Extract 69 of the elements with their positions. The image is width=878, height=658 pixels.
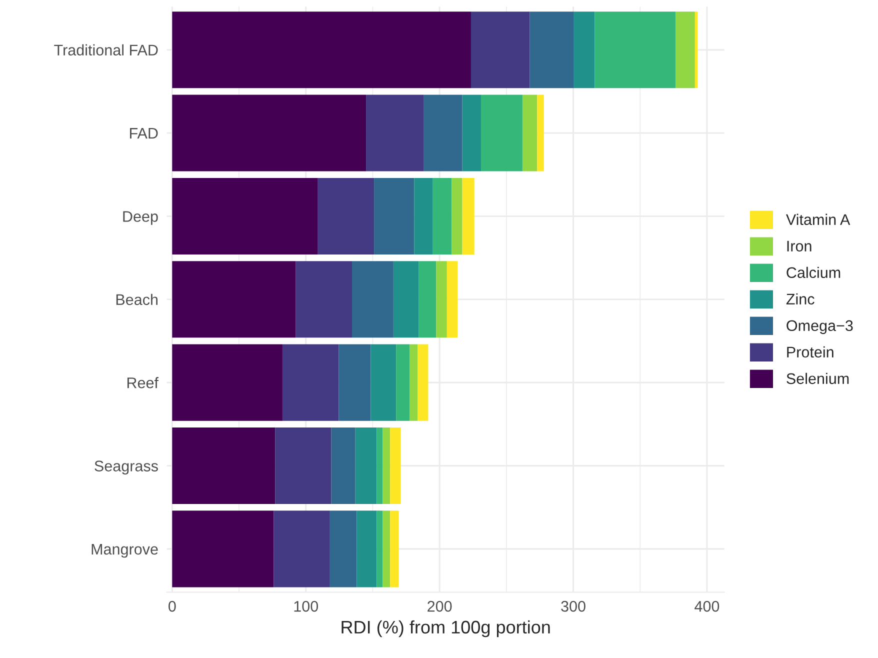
bar — [462, 94, 482, 172]
bar — [676, 12, 695, 88]
bar — [446, 261, 458, 338]
bar — [296, 261, 352, 338]
y-tick-label: Seagrass — [94, 460, 158, 474]
bar — [331, 427, 356, 504]
y-tick-label: Mangrove — [92, 544, 158, 558]
bar — [409, 344, 418, 421]
bar — [172, 261, 296, 338]
bar — [481, 94, 522, 172]
legend-label: Selenium — [786, 372, 849, 384]
bar — [594, 12, 676, 88]
bar — [537, 94, 544, 172]
bar — [418, 344, 428, 421]
bar — [414, 178, 433, 254]
legend-label: Iron — [787, 240, 812, 252]
bar — [390, 510, 399, 588]
bar — [172, 94, 366, 172]
bar — [522, 94, 538, 172]
bar — [462, 178, 474, 254]
bar — [356, 510, 377, 588]
bar — [393, 261, 419, 338]
y-tick-label: Reef — [127, 377, 159, 388]
bar — [355, 427, 377, 504]
bar — [530, 12, 574, 88]
bar — [172, 510, 274, 588]
x-axis-title: RDI (%) from 100g portion — [342, 620, 550, 638]
bar — [370, 344, 396, 421]
bar — [418, 261, 436, 338]
legend-label: Omega−3 — [786, 320, 853, 334]
legend-label: Zinc — [786, 293, 814, 305]
bar — [424, 94, 462, 172]
bar — [172, 344, 282, 421]
bar — [382, 510, 390, 588]
bar — [376, 427, 383, 504]
bar — [274, 510, 330, 588]
bar — [432, 178, 452, 254]
y-tick-label: Traditional FAD — [54, 44, 158, 56]
legend-label: Protein — [787, 346, 834, 358]
bar — [436, 261, 447, 338]
legend-label: Vitamin A — [786, 214, 850, 226]
bar — [352, 261, 394, 338]
bar — [574, 12, 595, 88]
bar — [390, 427, 401, 504]
y-tick-label: Beach — [116, 294, 158, 306]
bar — [330, 510, 357, 588]
bar — [374, 178, 414, 254]
bar — [172, 178, 318, 254]
bar — [382, 427, 390, 504]
x-tick-label: 0 — [168, 600, 176, 612]
bar — [282, 344, 339, 421]
y-tick-label: Deep — [123, 211, 158, 225]
x-tick-label: 200 — [428, 600, 452, 612]
bar — [694, 12, 698, 88]
x-tick-label: 100 — [294, 600, 318, 612]
bar — [396, 344, 410, 421]
bar — [318, 178, 374, 254]
bar — [275, 427, 332, 504]
bar — [338, 344, 371, 421]
y-tick-label: FAD — [130, 128, 158, 139]
x-tick-label: 400 — [694, 600, 720, 612]
bar — [376, 510, 383, 588]
bar — [452, 178, 462, 254]
bar — [172, 12, 471, 88]
bar — [172, 427, 276, 504]
bar — [366, 94, 424, 172]
x-tick-label: 300 — [561, 600, 586, 612]
legend-label: Calcium — [786, 266, 840, 278]
bar — [470, 12, 530, 88]
